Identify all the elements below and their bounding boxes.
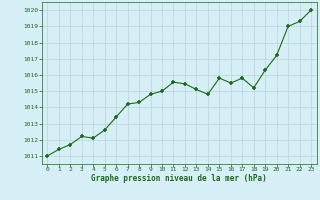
X-axis label: Graphe pression niveau de la mer (hPa): Graphe pression niveau de la mer (hPa): [91, 174, 267, 183]
